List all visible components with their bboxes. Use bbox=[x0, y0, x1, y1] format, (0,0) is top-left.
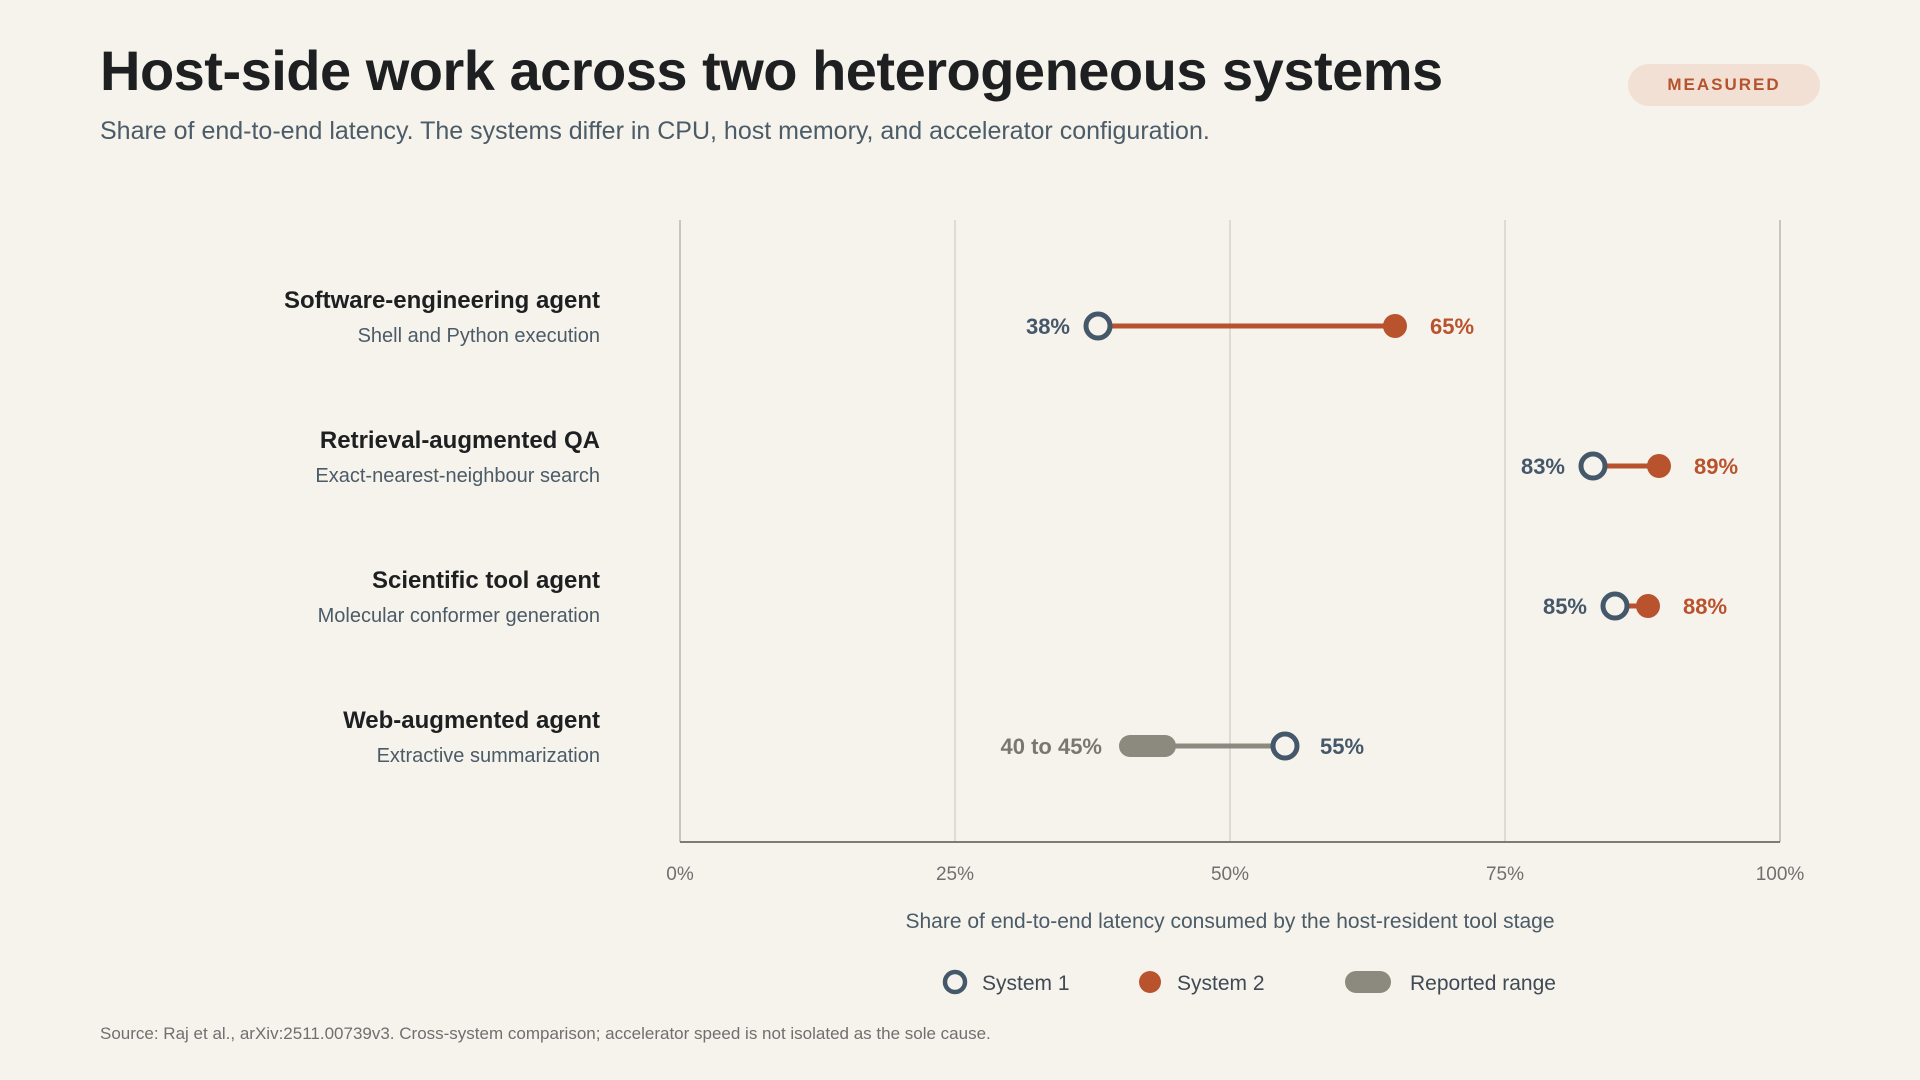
system2-point bbox=[1647, 454, 1671, 478]
chart-subtitle: Share of end-to-end latency. The systems… bbox=[100, 117, 1210, 145]
system1-value-label: 85% bbox=[1543, 594, 1587, 619]
legend-label: Reported range bbox=[1410, 972, 1556, 995]
system1-value-label: 38% bbox=[1026, 314, 1070, 339]
system1-point bbox=[1270, 731, 1300, 761]
row-label: Software-engineering agent bbox=[284, 287, 600, 314]
dumbbell-chart: 0% 25% 50% 75% 100% Share of end-to-end laten… bbox=[284, 220, 1805, 995]
row-sublabel: Shell and Python execution bbox=[358, 325, 600, 347]
system1-point bbox=[1600, 591, 1630, 621]
system1-value-label: 55% bbox=[1320, 734, 1364, 759]
x-tick-label: 100% bbox=[1756, 864, 1805, 885]
reported-range-bar bbox=[1119, 735, 1176, 757]
row-sublabel: Molecular conformer generation bbox=[318, 605, 600, 627]
chart-title: Host-side work across two heterogeneous … bbox=[100, 39, 1443, 102]
system2-point bbox=[1383, 314, 1407, 338]
x-tick-label: 0% bbox=[666, 864, 694, 885]
system1-value-label: 83% bbox=[1521, 454, 1565, 479]
row-sublabel: Exact-nearest-neighbour search bbox=[315, 465, 600, 487]
row-label: Scientific tool agent bbox=[372, 567, 600, 594]
range-value-label: 40 to 45% bbox=[1001, 734, 1103, 759]
measured-badge: MEASURED bbox=[1628, 64, 1820, 106]
legend-label: System 2 bbox=[1177, 972, 1265, 995]
row-label: Web-augmented agent bbox=[343, 707, 600, 734]
legend-system1-marker bbox=[942, 969, 968, 995]
source-note: Source: Raj et al., arXiv:2511.00739v3. … bbox=[100, 1024, 991, 1043]
row-label: Retrieval-augmented QA bbox=[320, 427, 600, 454]
legend-system2-marker bbox=[1139, 971, 1161, 993]
x-axis-title: Share of end-to-end latency consumed by … bbox=[905, 910, 1554, 933]
system2-value-label: 65% bbox=[1430, 314, 1474, 339]
x-tick-label: 50% bbox=[1211, 864, 1249, 885]
system2-value-label: 88% bbox=[1683, 594, 1727, 619]
system1-point bbox=[1578, 451, 1608, 481]
legend-range-marker bbox=[1345, 971, 1391, 993]
row-sublabel: Extractive summarization bbox=[377, 745, 600, 767]
system1-point bbox=[1083, 311, 1113, 341]
system2-point bbox=[1636, 594, 1660, 618]
system2-value-label: 89% bbox=[1694, 454, 1738, 479]
legend-label: System 1 bbox=[982, 972, 1070, 995]
x-tick-label: 25% bbox=[936, 864, 974, 885]
x-tick-label: 75% bbox=[1486, 864, 1524, 885]
